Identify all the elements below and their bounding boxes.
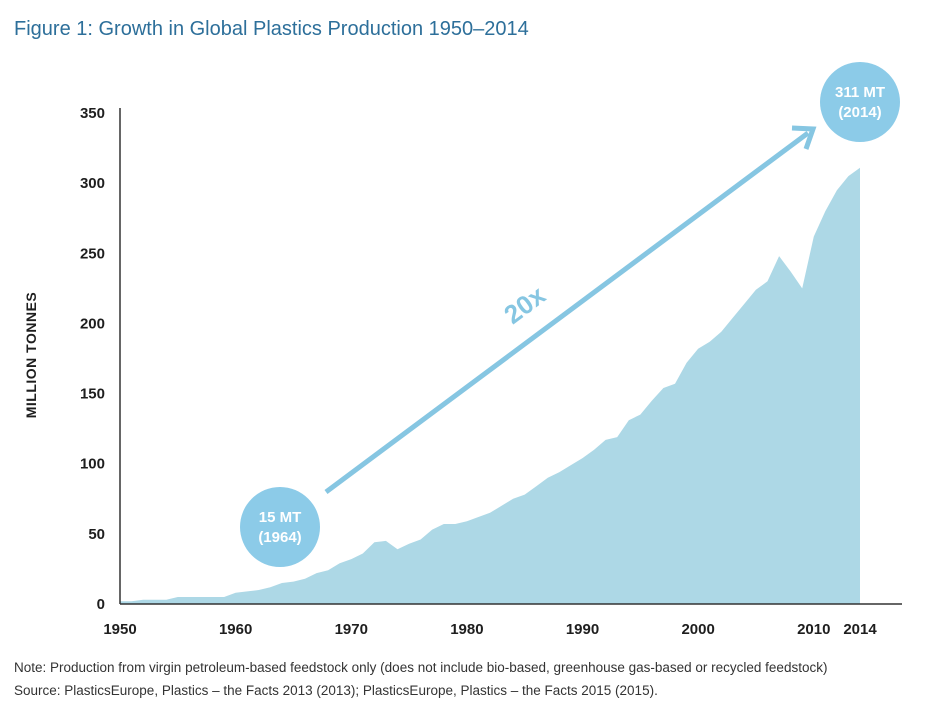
y-tick-label: 0 — [97, 596, 105, 613]
x-tick-label: 2014 — [843, 621, 877, 638]
x-tick-label: 2010 — [797, 621, 830, 638]
chart-source: Source: PlasticsEurope, Plastics – the F… — [14, 683, 658, 698]
growth-arrow-head — [791, 125, 817, 150]
x-axis-ticks: 1950 1960 1970 1980 1990 2000 2010 2014 — [103, 621, 877, 638]
x-tick-label: 1960 — [219, 621, 252, 638]
y-tick-label: 250 — [80, 245, 105, 262]
y-axis-ticks: 0 50 100 150 200 250 300 350 — [80, 105, 105, 613]
bubble-1964: 15 MT (1964) — [240, 487, 320, 567]
growth-arrow-line — [324, 130, 810, 495]
y-tick-label: 350 — [80, 105, 105, 122]
bubble-1964-value: 15 MT — [259, 509, 302, 526]
y-axis-label: MILLION TONNES — [23, 292, 39, 419]
x-tick-label: 1980 — [450, 621, 483, 638]
y-tick-label: 50 — [88, 526, 105, 543]
y-tick-label: 200 — [80, 315, 105, 332]
bubble-2014-year: (2014) — [838, 104, 881, 121]
bubble-2014-value: 311 MT — [835, 84, 885, 101]
chart-title: Figure 1: Growth in Global Plastics Prod… — [14, 18, 529, 40]
area-layer — [120, 167, 860, 604]
production-area — [120, 167, 860, 604]
bubble-2014: 311 MT (2014) — [820, 62, 900, 142]
growth-multiplier-label: 20x — [498, 279, 551, 329]
bubble-1964-circle — [240, 487, 320, 567]
bubble-2014-circle — [820, 62, 900, 142]
x-tick-label: 1950 — [103, 621, 136, 638]
y-tick-label: 150 — [80, 386, 105, 403]
bubble-1964-year: (1964) — [258, 529, 301, 546]
x-tick-label: 1970 — [335, 621, 368, 638]
x-tick-label: 1990 — [566, 621, 599, 638]
y-tick-label: 100 — [80, 456, 105, 473]
y-tick-label: 300 — [80, 175, 105, 192]
chart-note: Note: Production from virgin petroleum-b… — [14, 660, 828, 675]
x-tick-label: 2000 — [681, 621, 714, 638]
